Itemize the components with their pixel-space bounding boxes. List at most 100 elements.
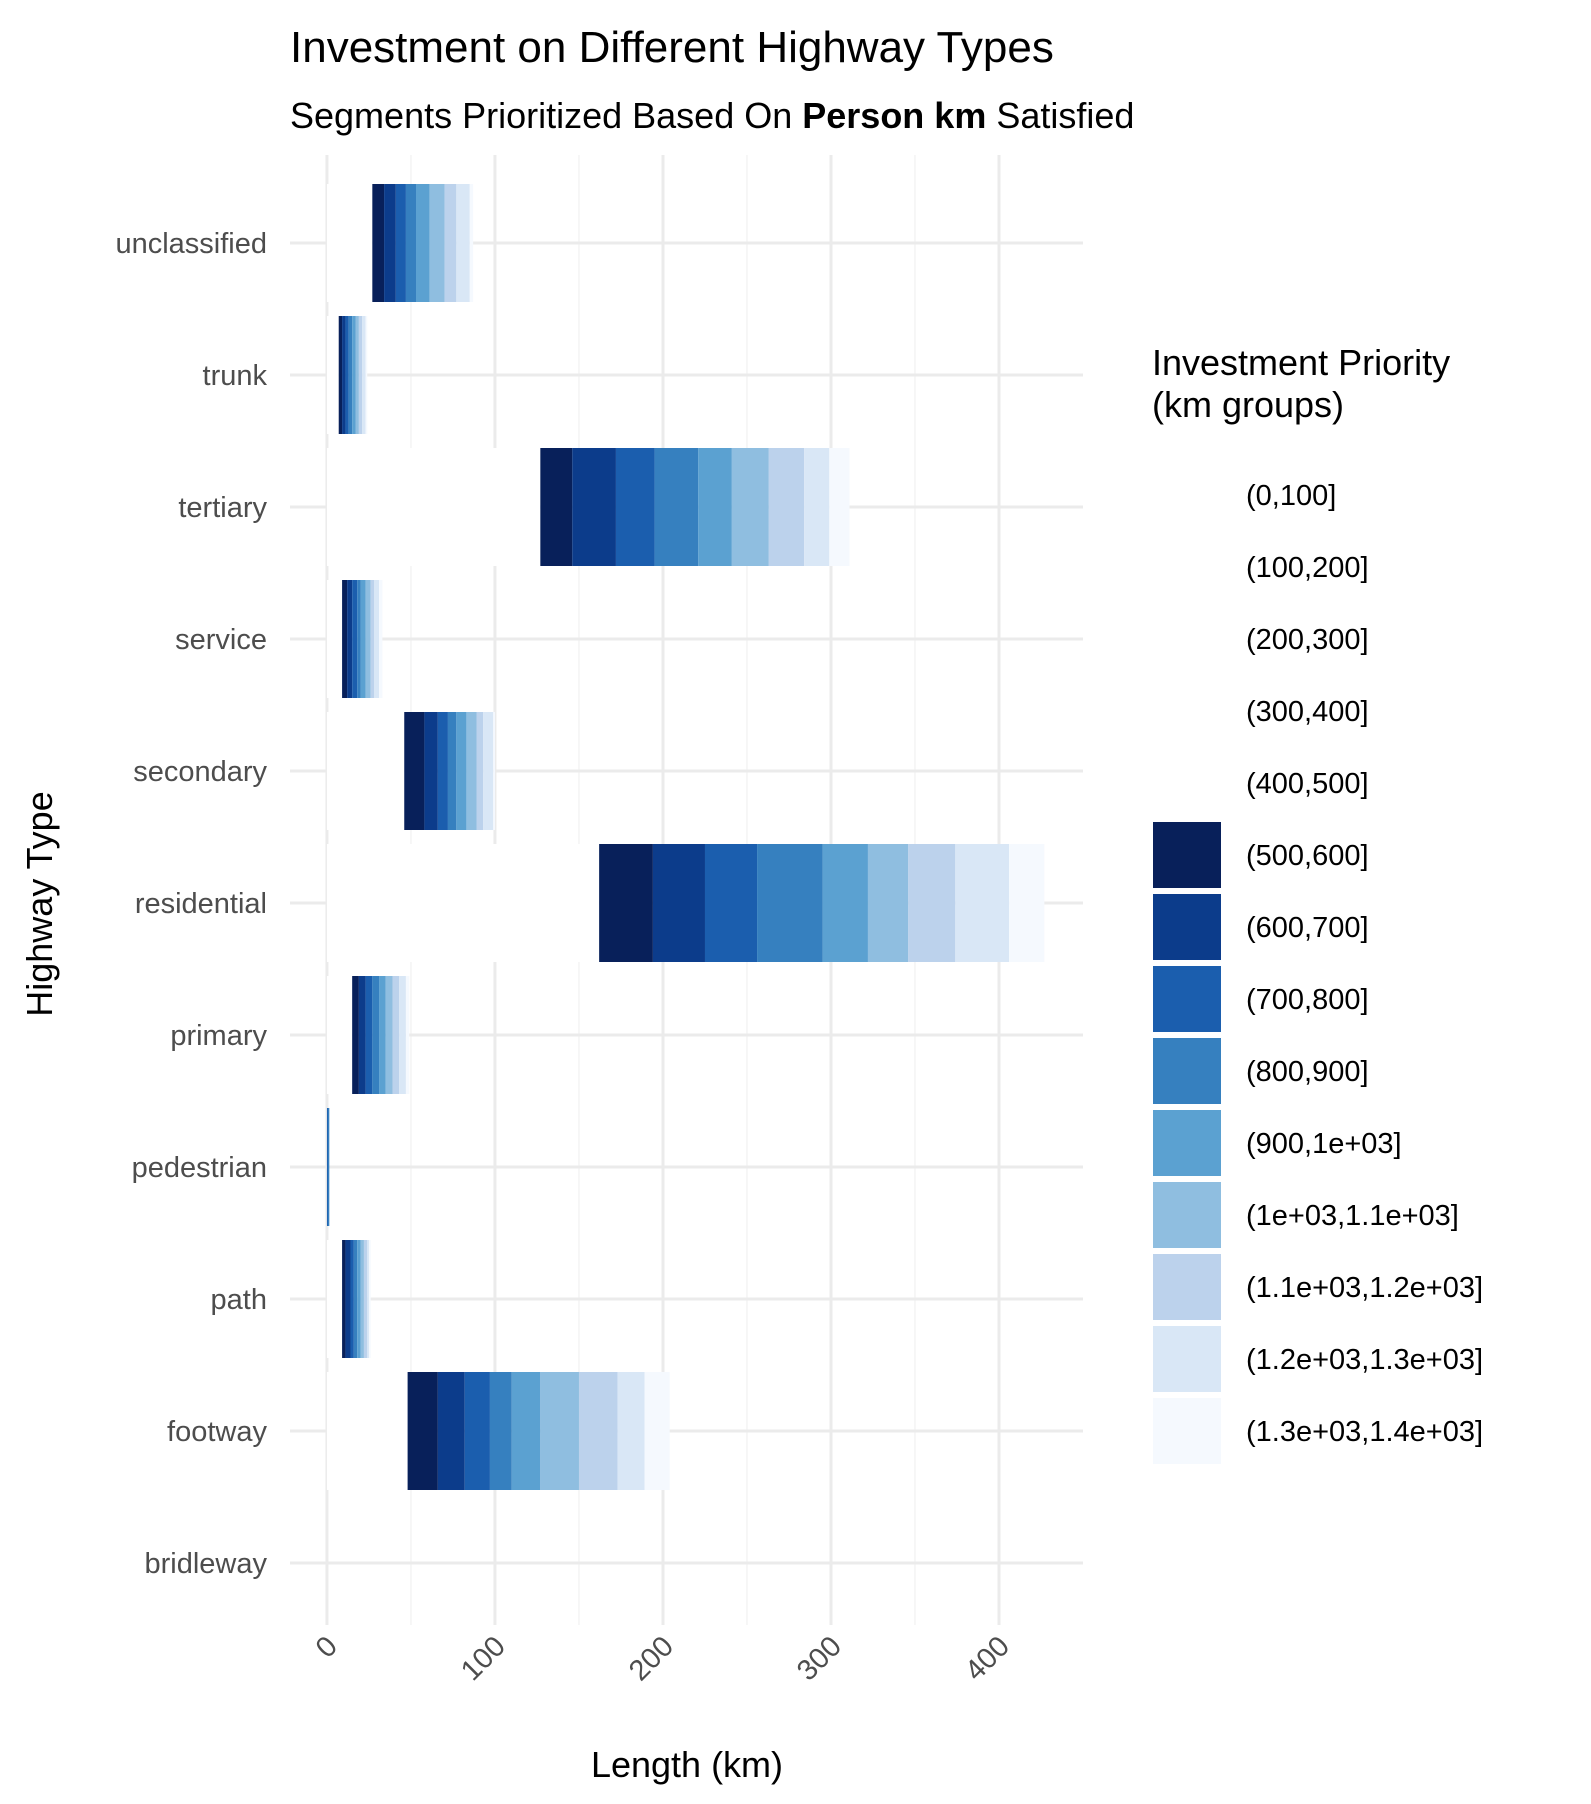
plot-area: unclassified trunk tertiary service secondar… bbox=[115, 155, 1083, 1687]
x-tick-label: 200 bbox=[623, 1630, 680, 1687]
bar-segment bbox=[416, 184, 430, 302]
bar-segment bbox=[357, 580, 361, 698]
bar-segment bbox=[698, 448, 732, 566]
bar-segment bbox=[654, 448, 699, 566]
bar-segment bbox=[379, 976, 386, 1094]
bar-segment bbox=[358, 976, 366, 1094]
bar-segment bbox=[464, 1372, 490, 1490]
bar-segment bbox=[540, 1372, 579, 1490]
bar-segment bbox=[617, 1372, 645, 1490]
bar-segment bbox=[644, 1372, 670, 1490]
bar-segment bbox=[768, 448, 805, 566]
bar-segment bbox=[757, 844, 823, 962]
category-label: primary bbox=[170, 1020, 267, 1052]
bar-segment bbox=[444, 184, 457, 302]
y-axis-labels: unclassified trunk tertiary service secondar… bbox=[115, 228, 267, 1580]
bar-segment bbox=[578, 1372, 618, 1490]
bar-segment bbox=[731, 448, 769, 566]
legend-key bbox=[1153, 966, 1221, 1032]
category-label: trunk bbox=[203, 360, 268, 392]
bar-segment bbox=[437, 712, 448, 830]
bar-segment bbox=[365, 976, 373, 1094]
bar-segment bbox=[326, 976, 353, 1094]
bar-segment bbox=[372, 976, 380, 1094]
legend-key bbox=[1153, 462, 1221, 528]
legend-key bbox=[1153, 534, 1221, 600]
bar-segment bbox=[350, 1240, 354, 1358]
bar-segment bbox=[342, 580, 348, 698]
bar-segment bbox=[829, 448, 850, 566]
legend-label: (400,500] bbox=[1246, 768, 1369, 800]
bar-segment bbox=[345, 316, 349, 434]
category-label: footway bbox=[167, 1416, 267, 1448]
bar-segment bbox=[326, 844, 600, 962]
subtitle-part: Person km bbox=[802, 95, 986, 136]
bar-segment bbox=[908, 844, 956, 962]
bar-segment bbox=[352, 580, 358, 698]
legend-label: (1.1e+03,1.2e+03] bbox=[1246, 1272, 1483, 1304]
bar-segment bbox=[348, 316, 353, 434]
x-tick-label: 300 bbox=[791, 1630, 848, 1687]
bar-segment bbox=[429, 184, 445, 302]
legend-key bbox=[1153, 678, 1221, 744]
legend-label: (300,400] bbox=[1246, 696, 1369, 728]
legend-key bbox=[1153, 1326, 1221, 1392]
bar-segment bbox=[326, 1240, 343, 1358]
x-tick-label: 100 bbox=[455, 1630, 512, 1687]
legend-title-line: Investment Priority bbox=[1152, 342, 1450, 383]
bar-segment bbox=[345, 1240, 351, 1358]
bar-segment bbox=[352, 316, 356, 434]
bar-segment bbox=[392, 976, 400, 1094]
category-label: service bbox=[175, 624, 267, 656]
bar-segment bbox=[511, 1372, 541, 1490]
category-label: pedestrian bbox=[132, 1152, 267, 1184]
y-axis-title: Highway Type bbox=[19, 791, 60, 1016]
bar-segment bbox=[599, 844, 653, 962]
category-label: path bbox=[211, 1284, 267, 1316]
x-axis-labels: 0 100 200 300 400 bbox=[310, 1630, 1016, 1687]
bar-segment bbox=[338, 316, 343, 434]
bar-segment bbox=[367, 1240, 369, 1358]
legend-label: (700,800] bbox=[1246, 984, 1369, 1016]
bar-segment bbox=[368, 1240, 371, 1358]
legend-label: (1.3e+03,1.4e+03] bbox=[1246, 1416, 1483, 1448]
category-label: secondary bbox=[133, 756, 267, 788]
legend-key bbox=[1153, 1182, 1221, 1248]
legend-key bbox=[1153, 1110, 1221, 1176]
bar-segment bbox=[437, 1372, 465, 1490]
bar-segment bbox=[822, 844, 868, 962]
bar-segment bbox=[326, 448, 541, 566]
bar-segment bbox=[347, 580, 353, 698]
bar-segment bbox=[615, 448, 655, 566]
bar-segment bbox=[363, 1240, 368, 1358]
legend-label: (800,900] bbox=[1246, 1056, 1369, 1088]
category-label: tertiary bbox=[178, 492, 267, 524]
bar-segment bbox=[365, 316, 368, 434]
bar-segment bbox=[342, 316, 346, 434]
legend-key bbox=[1153, 1398, 1221, 1464]
x-axis-title: Length (km) bbox=[591, 1744, 783, 1785]
bar-segment bbox=[326, 1372, 408, 1490]
bar-segment bbox=[353, 1240, 358, 1358]
legend-key bbox=[1153, 1038, 1221, 1104]
bar-segment bbox=[540, 448, 573, 566]
subtitle-part: Segments Prioritized Based On bbox=[290, 95, 802, 136]
bar-segment bbox=[704, 844, 758, 962]
bar-segment bbox=[955, 844, 1010, 962]
legend-title: Investment Priority (km groups) bbox=[1152, 342, 1450, 425]
bar-segment bbox=[370, 580, 375, 698]
bar-segment bbox=[1009, 844, 1045, 962]
subtitle-part: Satisfied bbox=[986, 95, 1134, 136]
bar-segment bbox=[469, 184, 474, 302]
legend-label: (500,600] bbox=[1246, 840, 1369, 872]
bar-segment bbox=[385, 976, 393, 1094]
bar-segment bbox=[867, 844, 909, 962]
bar-segment bbox=[360, 1240, 364, 1358]
legend-label: (600,700] bbox=[1246, 912, 1369, 944]
legend-items: (0,100] (100,200] (200,300] (300,400] (400,5… bbox=[1153, 462, 1483, 1464]
legend-key bbox=[1153, 750, 1221, 816]
bar-segment bbox=[360, 580, 366, 698]
legend-label: (1.2e+03,1.3e+03] bbox=[1246, 1344, 1483, 1376]
chart-title: Investment on Different Highway Types bbox=[290, 23, 1054, 72]
